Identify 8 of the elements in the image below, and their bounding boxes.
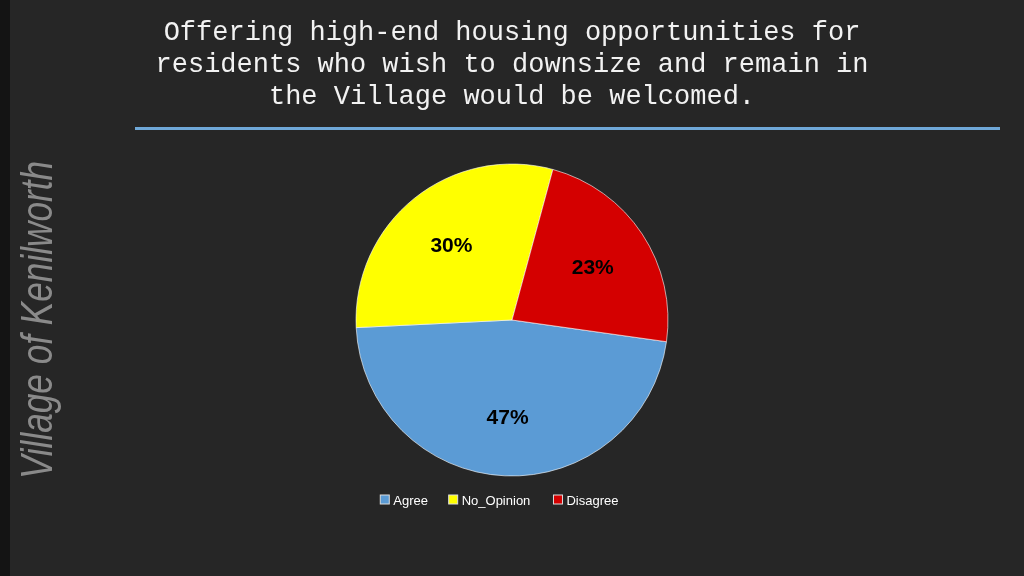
legend-label: Agree	[393, 492, 428, 508]
legend-label: Disagree	[566, 492, 619, 508]
legend-label: No_Opinion	[461, 492, 531, 508]
text: Village of Kenilworth	[12, 160, 61, 480]
data-label: 23%	[571, 255, 615, 279]
data-label: 47%	[486, 405, 529, 429]
chart-title: Offering high-end housing opportunities for residents who wish to downsize and remain in the Village would be welcomed.	[155, 18, 869, 112]
data-label: 30%	[430, 233, 473, 257]
